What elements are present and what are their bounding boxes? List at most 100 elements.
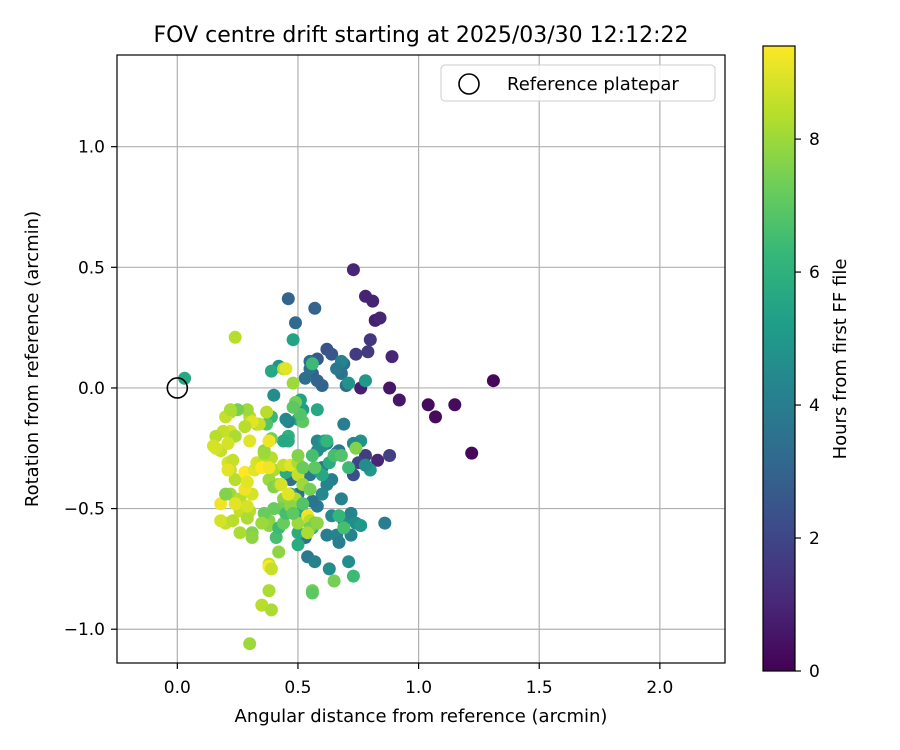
legend: Reference platepar (440, 64, 716, 102)
data-point (308, 555, 322, 569)
data-point (286, 400, 300, 414)
data-point (330, 362, 344, 376)
data-point (264, 562, 278, 576)
data-point (373, 311, 387, 325)
data-point (240, 511, 254, 525)
data-point (305, 449, 319, 462)
data-point (421, 398, 435, 412)
data-point (243, 434, 257, 448)
colorbar-tick-label: 2 (809, 529, 820, 549)
data-point (226, 453, 240, 467)
colorbar: 0 2 4 6 8 Hours from first FF file (762, 45, 851, 682)
data-point (342, 461, 356, 475)
plot-area (116, 54, 726, 664)
data-point (272, 545, 286, 559)
x-tick-label: 0.0 (164, 678, 191, 698)
data-point (228, 473, 242, 487)
y-tick-label: −0.5 (64, 500, 105, 520)
x-axis-label: Angular distance from reference (arcmin) (235, 706, 608, 727)
data-point (240, 475, 254, 489)
data-point (337, 521, 351, 535)
y-axis-ticks: −1.0 −0.5 0.0 0.5 1.0 (64, 138, 117, 640)
data-point (228, 497, 242, 511)
data-point (322, 562, 336, 576)
data-point (296, 461, 310, 475)
x-tick-label: 1.5 (526, 678, 553, 698)
legend-box (440, 64, 716, 102)
data-point (327, 574, 341, 588)
colorbar-tick-label: 0 (809, 662, 820, 682)
data-point (363, 333, 377, 347)
colorbar-tick-label: 8 (809, 130, 820, 150)
data-point (334, 449, 348, 462)
data-point (359, 374, 372, 388)
data-point (291, 538, 305, 552)
data-point (240, 499, 254, 513)
data-point (267, 502, 281, 516)
data-point (303, 482, 317, 496)
y-tick-label: 1.0 (78, 138, 105, 158)
data-point (385, 350, 399, 364)
x-tick-label: 2.0 (646, 678, 673, 698)
data-point (325, 347, 339, 361)
data-point (332, 509, 346, 523)
data-point (264, 364, 278, 378)
data-point (228, 330, 242, 344)
data-point (344, 506, 358, 520)
reference-platepar-marker (166, 377, 189, 399)
data-point (301, 526, 315, 540)
data-point (277, 516, 290, 530)
data-point (337, 417, 351, 431)
y-grid (117, 146, 725, 630)
data-point (279, 412, 293, 426)
data-point (354, 519, 368, 532)
data-point (286, 333, 300, 347)
data-point (279, 362, 293, 376)
data-point (383, 381, 397, 395)
data-point (260, 405, 274, 419)
data-point (291, 449, 305, 462)
data-point (264, 603, 278, 617)
data-point (359, 458, 372, 472)
data-point (371, 453, 385, 467)
data-points (178, 263, 500, 651)
y-tick-label: −1.0 (64, 620, 105, 640)
data-point (361, 345, 375, 359)
data-point (298, 371, 312, 385)
data-point (296, 497, 310, 511)
data-point (178, 371, 192, 385)
colorbar-ticks: 0 2 4 6 8 (795, 130, 820, 682)
data-point (486, 374, 500, 388)
data-point (240, 403, 254, 417)
data-point (281, 487, 295, 501)
data-point (286, 376, 300, 390)
data-point (346, 569, 360, 583)
data-point (286, 506, 300, 520)
data-point (349, 441, 363, 455)
data-point (349, 347, 363, 361)
data-point (320, 528, 334, 542)
legend-label: Reference platepar (507, 74, 679, 95)
data-point (383, 449, 397, 462)
data-point (308, 461, 322, 475)
data-point (429, 410, 442, 424)
data-point (342, 555, 356, 569)
data-point (310, 516, 324, 530)
x-grid (176, 55, 661, 663)
data-point (233, 526, 247, 540)
data-point (245, 531, 259, 544)
data-point (267, 388, 281, 402)
data-point (332, 535, 346, 549)
colorbar-tick-label: 6 (809, 263, 820, 283)
data-point (378, 516, 392, 530)
colorbar-frame (762, 45, 796, 672)
data-point (219, 487, 233, 501)
data-point (291, 526, 305, 540)
x-tick-label: 0.5 (284, 678, 311, 698)
data-point (214, 497, 228, 511)
data-point (334, 492, 348, 506)
legend-reference-icon (458, 73, 480, 95)
data-point (305, 357, 319, 371)
chart-title: FOV centre drift starting at 2025/03/30 … (154, 23, 689, 48)
data-point (281, 292, 295, 306)
